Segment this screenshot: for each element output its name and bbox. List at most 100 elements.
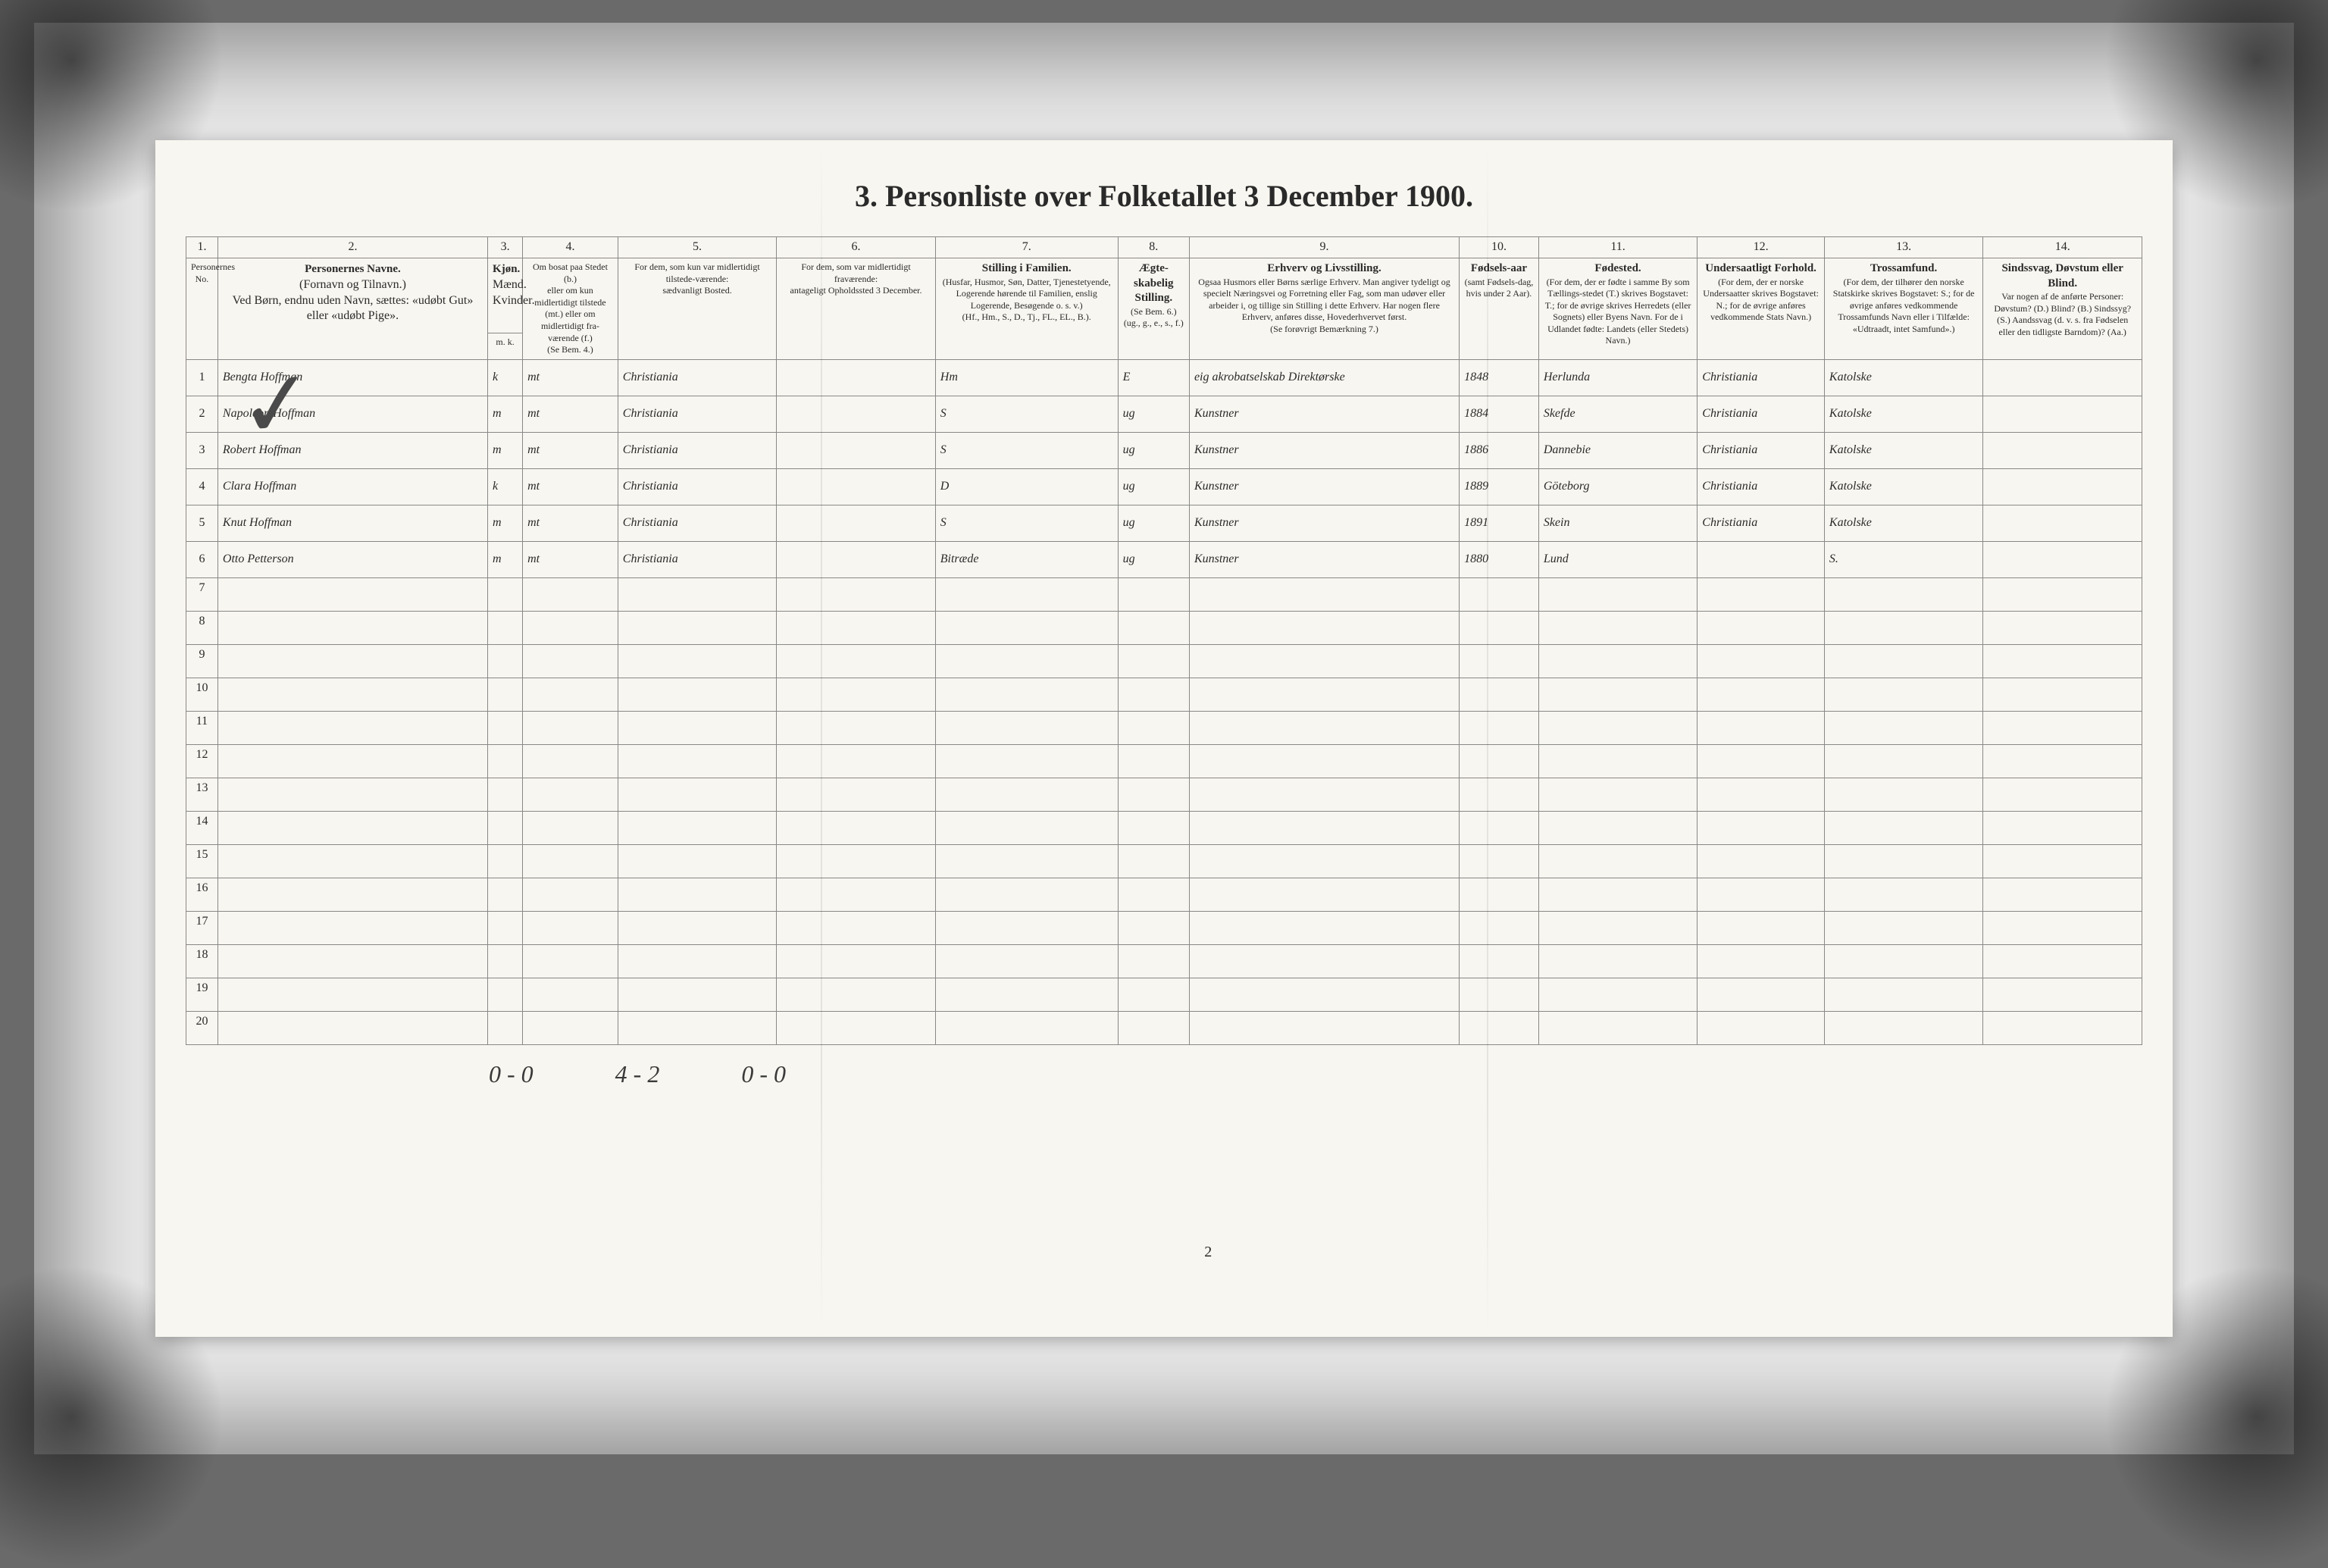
cell-faith: S.	[1824, 541, 1982, 577]
cell-empty	[1118, 944, 1189, 978]
cell-empty	[935, 611, 1118, 644]
cell-empty	[488, 878, 523, 911]
photo-frame: ✓ 3. Personliste over Folketallet 3 Dece…	[34, 23, 2294, 1454]
annotation-1: 0 - 0	[489, 1060, 534, 1088]
cell-empty	[1460, 811, 1539, 844]
cell-empty: 18	[186, 944, 218, 978]
cell-citizenship: Christiania	[1698, 432, 1825, 468]
cell-empty	[1189, 644, 1459, 678]
cell-sex: m	[488, 505, 523, 541]
cell-empty	[217, 711, 487, 744]
cell-empty	[1538, 978, 1697, 1011]
cell-occupation: eig akrobatselskab Direktørske	[1189, 359, 1459, 396]
cell-empty	[935, 778, 1118, 811]
cell-empty	[1118, 978, 1189, 1011]
cell-empty: 16	[186, 878, 218, 911]
annotation-3: 0 - 0	[741, 1060, 786, 1088]
table-row-empty: 17	[186, 911, 2142, 944]
cell-stay: mt	[523, 541, 618, 577]
cell-occupation: Kunstner	[1189, 505, 1459, 541]
cell-empty	[217, 811, 487, 844]
table-row-empty: 10	[186, 678, 2142, 711]
cell-residence: Christiania	[618, 541, 776, 577]
cell-empty	[935, 577, 1118, 611]
cell-empty	[777, 911, 935, 944]
header-citizenship: Undersaatligt Forhold. (For dem, der er …	[1698, 258, 1825, 360]
cell-empty	[1538, 1011, 1697, 1044]
cell-empty	[217, 1011, 487, 1044]
column-number: 4.	[523, 237, 618, 258]
cell-empty	[1460, 878, 1539, 911]
cell-empty	[488, 978, 523, 1011]
cell-empty	[1983, 978, 2142, 1011]
header-residence: For dem, som kun var midlertidigt tilste…	[618, 258, 776, 360]
cell-empty	[1698, 878, 1825, 911]
cell-sex: k	[488, 468, 523, 505]
cell-empty	[1460, 844, 1539, 878]
cell-empty	[1118, 611, 1189, 644]
cell-empty	[488, 844, 523, 878]
cell-sex: m	[488, 541, 523, 577]
cell-empty	[523, 1011, 618, 1044]
cell-residence: Christiania	[618, 396, 776, 432]
cell-empty	[618, 711, 776, 744]
cell-empty	[1698, 778, 1825, 811]
cell-empty	[1460, 778, 1539, 811]
cell-citizenship	[1698, 541, 1825, 577]
cell-num: 5	[186, 505, 218, 541]
cell-empty	[1460, 711, 1539, 744]
cell-absent	[777, 505, 935, 541]
cell-empty	[217, 944, 487, 978]
cell-empty	[777, 844, 935, 878]
cell-empty: 10	[186, 678, 218, 711]
cell-empty	[1538, 844, 1697, 878]
cell-empty	[1983, 678, 2142, 711]
cell-empty	[777, 744, 935, 778]
cell-absent	[777, 541, 935, 577]
cell-disability	[1983, 468, 2142, 505]
cell-empty	[1189, 878, 1459, 911]
cell-birthplace: Lund	[1538, 541, 1697, 577]
header-marital: Ægte-skabelig Stilling. (Se Bem. 6.) (ug…	[1118, 258, 1189, 360]
cell-empty	[217, 778, 487, 811]
cell-empty: 7	[186, 577, 218, 611]
cell-empty	[488, 711, 523, 744]
cell-empty	[1538, 644, 1697, 678]
cell-empty	[1698, 644, 1825, 678]
column-number: 3.	[488, 237, 523, 258]
cell-stay: mt	[523, 432, 618, 468]
column-header-row: Personernes No. Personernes Navne. (Forn…	[186, 258, 2142, 333]
cell-birth_year: 1891	[1460, 505, 1539, 541]
table-row: 1Bengta HoffmankmtChristianiaHmEeig akro…	[186, 359, 2142, 396]
cell-empty: 9	[186, 644, 218, 678]
cell-birth_year: 1886	[1460, 432, 1539, 468]
cell-position: D	[935, 468, 1118, 505]
cell-empty	[523, 711, 618, 744]
cell-empty	[618, 744, 776, 778]
cell-empty	[1824, 811, 1982, 844]
table-row-empty: 12	[186, 744, 2142, 778]
cell-empty	[935, 978, 1118, 1011]
cell-empty	[1824, 878, 1982, 911]
cell-empty	[1698, 978, 1825, 1011]
header-sex: Kjøn. Mænd. Kvinder.	[488, 258, 523, 333]
column-number: 6.	[777, 237, 935, 258]
cell-empty	[935, 744, 1118, 778]
column-number: 1.	[186, 237, 218, 258]
table-row-empty: 13	[186, 778, 2142, 811]
cell-position: S	[935, 396, 1118, 432]
cell-residence: Christiania	[618, 432, 776, 468]
cell-empty	[1118, 844, 1189, 878]
cell-empty	[1983, 577, 2142, 611]
cell-empty	[488, 611, 523, 644]
cell-empty	[523, 844, 618, 878]
cell-empty	[1698, 844, 1825, 878]
cell-empty	[777, 577, 935, 611]
cell-empty	[1824, 611, 1982, 644]
cell-faith: Katolske	[1824, 468, 1982, 505]
cell-empty	[217, 678, 487, 711]
cell-empty	[488, 1011, 523, 1044]
cell-num: 2	[186, 396, 218, 432]
cell-empty	[1698, 711, 1825, 744]
cell-empty	[618, 844, 776, 878]
